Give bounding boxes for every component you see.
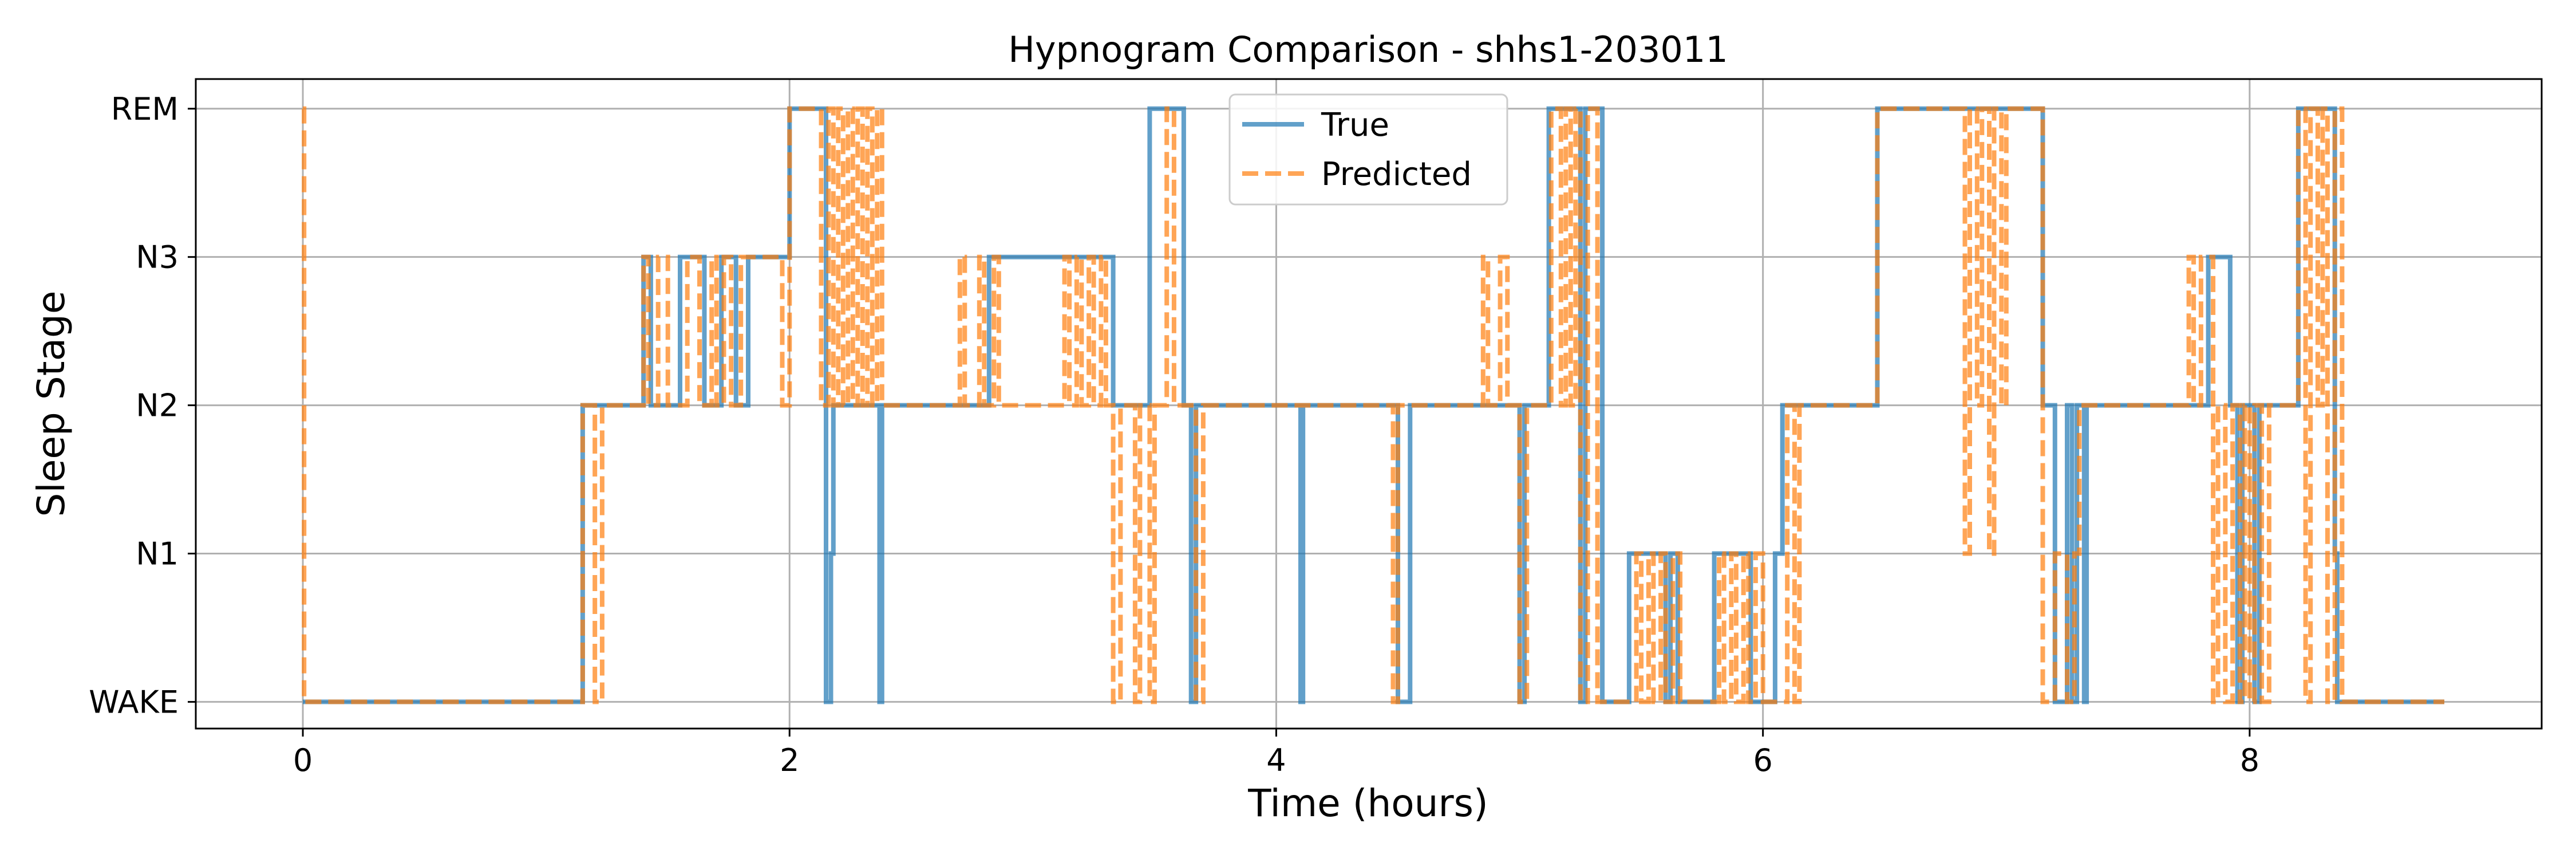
y-tick-label-0: WAKE: [89, 684, 179, 720]
series-line-predicted: [302, 106, 2444, 704]
plot-area: 0 2 4 6 8 WAKE N1 N2 N3 REM: [89, 78, 2543, 778]
x-axis-label: Time (hours): [1247, 781, 1488, 825]
chart-title: Hypnogram Comparison - shhs1-203011: [1008, 29, 1728, 70]
y-tick-label-4: REM: [111, 91, 179, 127]
plot-frame: [195, 78, 2543, 730]
x-tick-label-0: 0: [293, 742, 313, 778]
x-tick-label-1: 2: [780, 742, 799, 778]
legend: True Predicted: [1228, 93, 1508, 206]
y-axis-label: Sleep Stage: [29, 290, 73, 517]
x-tick-label-3: 6: [1753, 742, 1772, 778]
y-tick-label-1: N1: [136, 536, 179, 572]
y-tick-label-3: N3: [136, 239, 179, 275]
x-tick-label-4: 8: [2240, 742, 2259, 778]
legend-label-predicted: Predicted: [1321, 156, 1472, 193]
y-tick-label-2: N2: [136, 388, 179, 424]
x-tick-label-2: 4: [1266, 742, 1286, 778]
legend-label-true: True: [1321, 107, 1389, 144]
